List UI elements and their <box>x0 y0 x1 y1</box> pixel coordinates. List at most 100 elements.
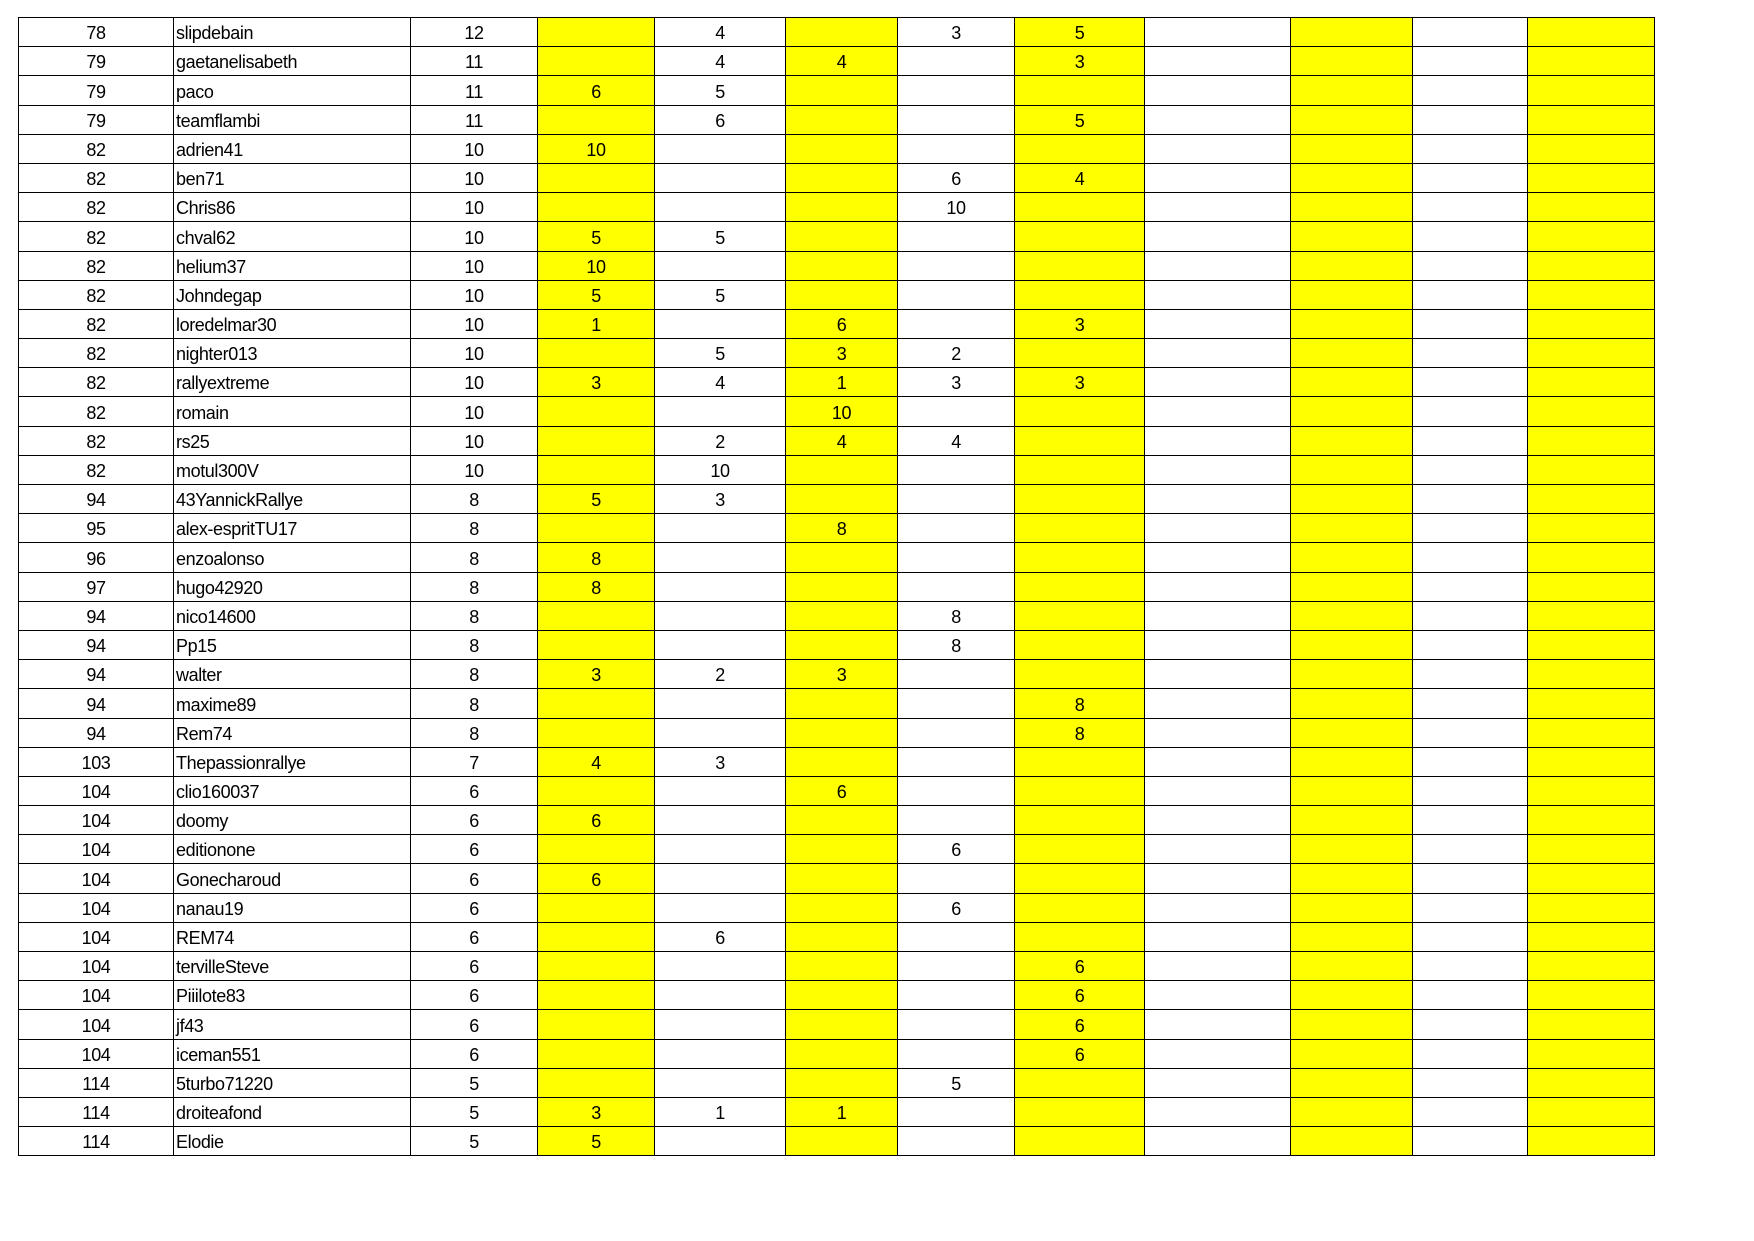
total-cell[interactable]: 6 <box>410 834 538 865</box>
score-cell[interactable] <box>785 980 898 1011</box>
score-cell[interactable] <box>1412 892 1528 923</box>
rank-cell[interactable]: 104 <box>18 1009 174 1040</box>
score-cell[interactable] <box>1290 571 1413 602</box>
name-cell[interactable]: Pp15 <box>173 629 411 661</box>
score-cell[interactable] <box>1412 483 1528 515</box>
score-cell[interactable] <box>1014 775 1145 807</box>
score-cell[interactable] <box>1527 717 1655 748</box>
score-cell[interactable] <box>1144 600 1291 631</box>
rank-cell[interactable]: 78 <box>18 16 174 48</box>
total-cell[interactable]: 6 <box>410 863 538 894</box>
name-cell[interactable]: chval62 <box>173 221 411 252</box>
score-cell[interactable] <box>785 133 898 164</box>
score-cell[interactable] <box>1014 600 1145 631</box>
score-cell[interactable] <box>1290 425 1413 456</box>
score-cell[interactable] <box>1014 921 1145 953</box>
rank-cell[interactable]: 95 <box>18 513 174 544</box>
score-cell[interactable] <box>1527 1126 1655 1157</box>
score-cell[interactable] <box>1144 279 1291 310</box>
name-cell[interactable]: clio160037 <box>173 775 411 807</box>
score-cell[interactable] <box>1144 483 1291 515</box>
score-cell[interactable] <box>897 1038 1015 1069</box>
score-cell[interactable] <box>1014 483 1145 515</box>
score-cell[interactable]: 6 <box>537 75 655 106</box>
rank-cell[interactable]: 104 <box>18 892 174 923</box>
total-cell[interactable]: 5 <box>410 1096 538 1128</box>
score-cell[interactable]: 6 <box>1014 980 1145 1011</box>
score-cell[interactable] <box>1014 75 1145 106</box>
score-cell[interactable] <box>1290 717 1413 748</box>
score-cell[interactable] <box>537 892 655 923</box>
rank-cell[interactable]: 103 <box>18 746 174 777</box>
name-cell[interactable]: jf43 <box>173 1009 411 1040</box>
score-cell[interactable] <box>785 250 898 281</box>
name-cell[interactable]: iceman551 <box>173 1038 411 1069</box>
score-cell[interactable] <box>1412 250 1528 281</box>
score-cell[interactable] <box>897 133 1015 164</box>
score-cell[interactable]: 6 <box>1014 950 1145 982</box>
score-cell[interactable] <box>1144 133 1291 164</box>
name-cell[interactable]: paco <box>173 75 411 106</box>
name-cell[interactable]: helium37 <box>173 250 411 281</box>
score-cell[interactable] <box>897 775 1015 807</box>
score-cell[interactable] <box>1527 659 1655 690</box>
rank-cell[interactable]: 82 <box>18 367 174 398</box>
score-cell[interactable]: 5 <box>654 75 786 106</box>
score-cell[interactable] <box>654 980 786 1011</box>
total-cell[interactable]: 8 <box>410 659 538 690</box>
score-cell[interactable] <box>1412 425 1528 456</box>
score-cell[interactable] <box>1290 950 1413 982</box>
score-cell[interactable] <box>1290 104 1413 135</box>
total-cell[interactable]: 6 <box>410 1009 538 1040</box>
score-cell[interactable] <box>1144 338 1291 369</box>
score-cell[interactable]: 3 <box>537 659 655 690</box>
score-cell[interactable] <box>1527 454 1655 486</box>
score-cell[interactable] <box>897 571 1015 602</box>
score-cell[interactable]: 2 <box>897 338 1015 369</box>
rank-cell[interactable]: 104 <box>18 950 174 982</box>
score-cell[interactable] <box>537 396 655 427</box>
score-cell[interactable] <box>1014 425 1145 456</box>
score-cell[interactable]: 4 <box>654 16 786 48</box>
name-cell[interactable]: adrien41 <box>173 133 411 164</box>
score-cell[interactable] <box>654 250 786 281</box>
name-cell[interactable]: Elodie <box>173 1126 411 1157</box>
name-cell[interactable]: romain <box>173 396 411 427</box>
score-cell[interactable] <box>1412 338 1528 369</box>
score-cell[interactable] <box>785 192 898 223</box>
score-cell[interactable] <box>1290 542 1413 573</box>
score-cell[interactable] <box>785 279 898 310</box>
score-cell[interactable] <box>1014 863 1145 894</box>
score-cell[interactable] <box>785 483 898 515</box>
score-cell[interactable] <box>1014 892 1145 923</box>
score-cell[interactable]: 5 <box>897 1067 1015 1098</box>
score-cell[interactable] <box>1527 600 1655 631</box>
score-cell[interactable]: 8 <box>785 513 898 544</box>
rank-cell[interactable]: 104 <box>18 834 174 865</box>
score-cell[interactable]: 8 <box>537 571 655 602</box>
score-cell[interactable] <box>1290 75 1413 106</box>
name-cell[interactable]: tervilleSteve <box>173 950 411 982</box>
rank-cell[interactable]: 82 <box>18 133 174 164</box>
total-cell[interactable]: 10 <box>410 162 538 194</box>
score-cell[interactable] <box>785 950 898 982</box>
score-cell[interactable] <box>785 454 898 486</box>
score-cell[interactable] <box>1290 46 1413 77</box>
score-cell[interactable] <box>1014 221 1145 252</box>
score-cell[interactable] <box>1014 338 1145 369</box>
score-cell[interactable] <box>1527 308 1655 340</box>
score-cell[interactable] <box>1290 308 1413 340</box>
score-cell[interactable] <box>1290 162 1413 194</box>
score-cell[interactable]: 8 <box>897 600 1015 631</box>
score-cell[interactable] <box>654 1067 786 1098</box>
score-cell[interactable] <box>1527 46 1655 77</box>
score-cell[interactable] <box>537 980 655 1011</box>
score-cell[interactable]: 6 <box>654 921 786 953</box>
score-cell[interactable] <box>785 834 898 865</box>
score-cell[interactable] <box>537 629 655 661</box>
score-cell[interactable] <box>654 834 786 865</box>
score-cell[interactable]: 6 <box>785 775 898 807</box>
total-cell[interactable]: 8 <box>410 629 538 661</box>
score-cell[interactable] <box>1527 104 1655 135</box>
name-cell[interactable]: doomy <box>173 805 411 836</box>
